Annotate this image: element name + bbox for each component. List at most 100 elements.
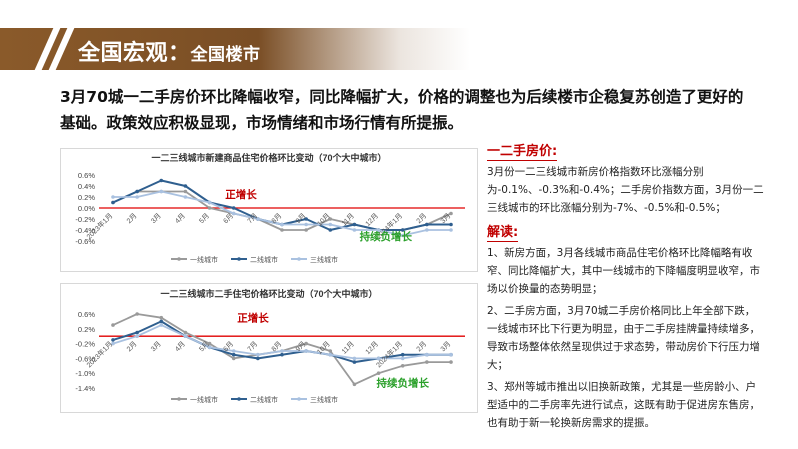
data-point xyxy=(135,189,139,194)
data-point xyxy=(231,356,236,361)
x-tick-label: 3月 xyxy=(439,340,452,353)
data-point xyxy=(231,349,236,353)
headline-text: 3月70城一二手房价环比降幅收窄，同比降幅扩大，价格的调整也为后续楼市企稳复苏创… xyxy=(60,88,744,132)
data-point xyxy=(159,319,164,324)
data-point xyxy=(280,352,284,357)
legend-label: 二线城市 xyxy=(250,395,278,404)
page-title-sub: 全国楼市 xyxy=(190,45,261,65)
data-point xyxy=(304,349,308,353)
section-title-interpretation: 解读: xyxy=(487,221,519,242)
data-point xyxy=(280,228,284,232)
data-point xyxy=(207,206,212,210)
data-point xyxy=(183,195,188,199)
y-tick-label: -1.0% xyxy=(75,369,95,378)
legend-marker xyxy=(177,397,181,401)
data-point xyxy=(352,356,357,361)
data-point xyxy=(425,228,429,232)
data-point xyxy=(376,228,381,232)
x-tick-label: 12月 xyxy=(364,340,380,356)
interpretation-point-2: 2、二手房方面，3月70城二手房价格同比上年全部下跌，一线城市环比下行更为明显，… xyxy=(487,305,760,371)
data-point xyxy=(111,200,115,205)
data-point xyxy=(328,228,333,232)
y-tick-label: -0.6% xyxy=(75,354,95,363)
x-tick-label: 11月 xyxy=(340,340,356,356)
data-point xyxy=(425,360,429,364)
data-point xyxy=(231,206,236,210)
x-tick-label: 3月 xyxy=(149,212,162,225)
section-text-prices: 3月份一二三线城市新房价格指数环比涨幅分别为-0.1%、-0.3%和-0.4%；… xyxy=(487,166,764,214)
legend-label: 三线城市 xyxy=(310,255,338,264)
data-point xyxy=(400,352,405,357)
data-point xyxy=(400,364,405,368)
x-tick-label: 2月 xyxy=(415,340,428,353)
page-title: 全国宏观：全国楼市 xyxy=(78,35,261,67)
data-point xyxy=(449,211,453,216)
second-hand-price-chart-svg: 一二三线城市二手住宅价格环比变动（70个大中城市） 0.6% 0.2% -0.2% -0… xyxy=(75,288,465,404)
y-tick-label: -0.6% xyxy=(75,237,95,246)
y-tick-label: 0.0% xyxy=(78,204,95,213)
page-title-main: 全国宏观： xyxy=(78,41,191,66)
data-point xyxy=(183,334,188,338)
new-home-price-chart-svg: 一二三线城市新建商品住宅价格环比变动（70个大中城市） 0.6% 0.4% 0.2% 0… xyxy=(75,152,465,264)
data-point xyxy=(256,217,260,221)
y-tick-label: 0.6% xyxy=(78,310,95,319)
data-point xyxy=(328,352,333,357)
y-tick-label: 0.6% xyxy=(78,171,95,180)
legend-label: 三线城市 xyxy=(310,395,338,404)
data-point xyxy=(328,222,333,227)
data-point xyxy=(304,222,308,227)
data-point xyxy=(449,222,453,227)
legend-label: 二线城市 xyxy=(250,255,278,264)
data-point xyxy=(135,334,139,338)
data-point xyxy=(111,338,115,342)
x-tick-label: 5月 xyxy=(198,212,211,225)
y-tick-label: 0.4% xyxy=(78,182,95,191)
x-tick-label: 2月 xyxy=(125,340,138,353)
legend-marker xyxy=(297,397,301,401)
x-tick-label: 4月 xyxy=(173,340,186,353)
interpretation-point-1: 1、新房方面，3月各线城市商品住宅价格环比降幅略有收窄、同比降幅扩大，其中一线城… xyxy=(487,247,760,295)
data-point xyxy=(207,345,212,350)
legend-label: 一线城市 xyxy=(190,395,218,404)
second-hand-price-chart: 一二三线城市二手住宅价格环比变动（70个大中城市） 0.6% 0.2% -0.2% -0… xyxy=(60,283,478,413)
data-point xyxy=(352,360,357,364)
x-tick-label: 7月 xyxy=(246,340,259,353)
data-point xyxy=(159,178,164,183)
x-tick-label: 3月 xyxy=(149,340,162,353)
interpretation-point-3: 3、郑州等城市推出以旧换新政策，尤其是一些房龄小、户型适中的二手房率先进行试点，… xyxy=(487,381,760,429)
data-point xyxy=(183,330,188,335)
x-tick-label: 2月 xyxy=(125,212,138,225)
data-point xyxy=(400,356,405,361)
data-point xyxy=(135,312,139,316)
x-tick-label: 4月 xyxy=(173,212,186,225)
data-point xyxy=(328,217,333,221)
data-point xyxy=(449,228,453,232)
data-point xyxy=(231,211,236,216)
new-home-price-chart: 一二三线城市新建商品住宅价格环比变动（70个大中城市） 0.6% 0.4% 0.2% 0… xyxy=(60,148,478,272)
data-point xyxy=(328,349,333,353)
y-tick-label: -1.4% xyxy=(75,384,95,393)
data-point xyxy=(304,228,308,232)
legend-marker xyxy=(297,257,301,261)
data-point xyxy=(352,382,357,387)
section-title-prices: 一二手房价: xyxy=(487,140,558,161)
data-point xyxy=(304,341,308,346)
legend-marker xyxy=(237,397,241,401)
title-banner: 全国宏观：全国楼市 xyxy=(0,28,470,70)
data-point xyxy=(256,356,260,361)
series-line-2 xyxy=(112,179,451,231)
data-point xyxy=(207,341,212,346)
data-point xyxy=(280,349,284,353)
analysis-panel: 一二手房价: 3月份一二三线城市新房价格指数环比涨幅分别为-0.1%、-0.3%… xyxy=(487,140,765,436)
data-point xyxy=(159,189,164,194)
data-point xyxy=(207,200,212,205)
data-point xyxy=(425,352,429,357)
y-tick-label: 0.2% xyxy=(78,193,95,202)
data-point xyxy=(111,323,115,327)
data-point xyxy=(159,323,164,327)
data-point xyxy=(256,352,260,357)
data-point xyxy=(135,195,139,199)
y-tick-label: -0.4% xyxy=(75,226,95,235)
data-point xyxy=(135,330,139,335)
y-tick-label: -0.2% xyxy=(75,340,95,349)
